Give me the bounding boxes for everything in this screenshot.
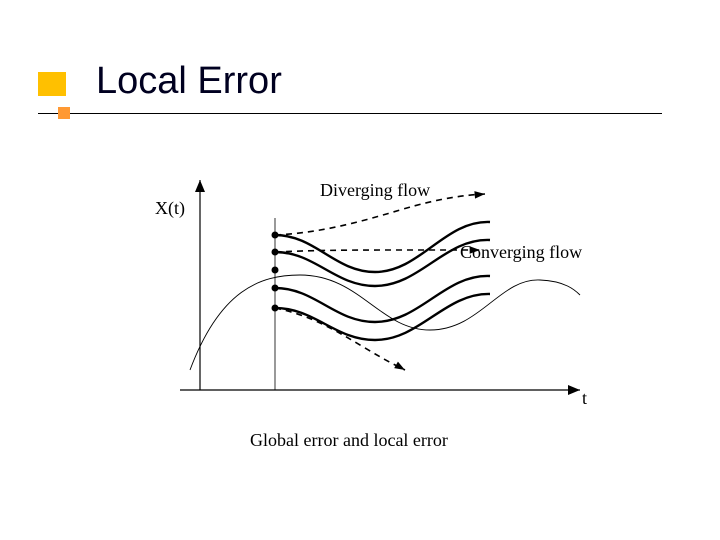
title-rule bbox=[38, 113, 662, 114]
accent-square-bullet bbox=[58, 107, 70, 119]
figure-caption: Global error and local error bbox=[250, 430, 448, 451]
page-title: Local Error bbox=[96, 60, 282, 103]
slide-root: { "title": { "text": "Local Error", "fon… bbox=[0, 0, 720, 540]
accent-square-large bbox=[38, 72, 66, 96]
flow-diagram bbox=[160, 170, 600, 410]
